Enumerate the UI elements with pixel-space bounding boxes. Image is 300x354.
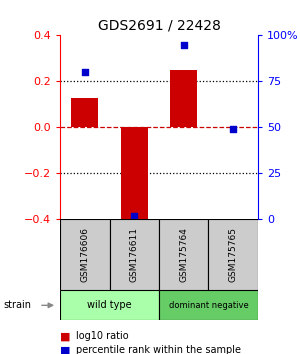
Point [231, 126, 236, 132]
Bar [159, 290, 258, 320]
Title: GDS2691 / 22428: GDS2691 / 22428 [98, 19, 220, 33]
Text: GSM176606: GSM176606 [80, 227, 89, 282]
Text: log10 ratio: log10 ratio [76, 331, 129, 341]
Point [82, 69, 87, 75]
Point [181, 42, 186, 47]
Point [132, 213, 137, 219]
Bar [71, 97, 98, 127]
Bar [60, 290, 159, 320]
Bar [170, 70, 197, 127]
Text: ■: ■ [60, 346, 70, 354]
Text: GSM176611: GSM176611 [130, 227, 139, 282]
Text: percentile rank within the sample: percentile rank within the sample [76, 346, 242, 354]
Bar [60, 219, 110, 290]
Text: GSM175764: GSM175764 [179, 227, 188, 282]
Bar [121, 127, 148, 219]
Text: GSM175765: GSM175765 [229, 227, 238, 282]
Text: ■: ■ [60, 331, 70, 341]
Bar [208, 219, 258, 290]
Text: strain: strain [3, 300, 31, 310]
Bar [110, 219, 159, 290]
Text: wild type: wild type [87, 300, 132, 310]
Text: dominant negative: dominant negative [169, 301, 248, 310]
Bar [159, 219, 208, 290]
